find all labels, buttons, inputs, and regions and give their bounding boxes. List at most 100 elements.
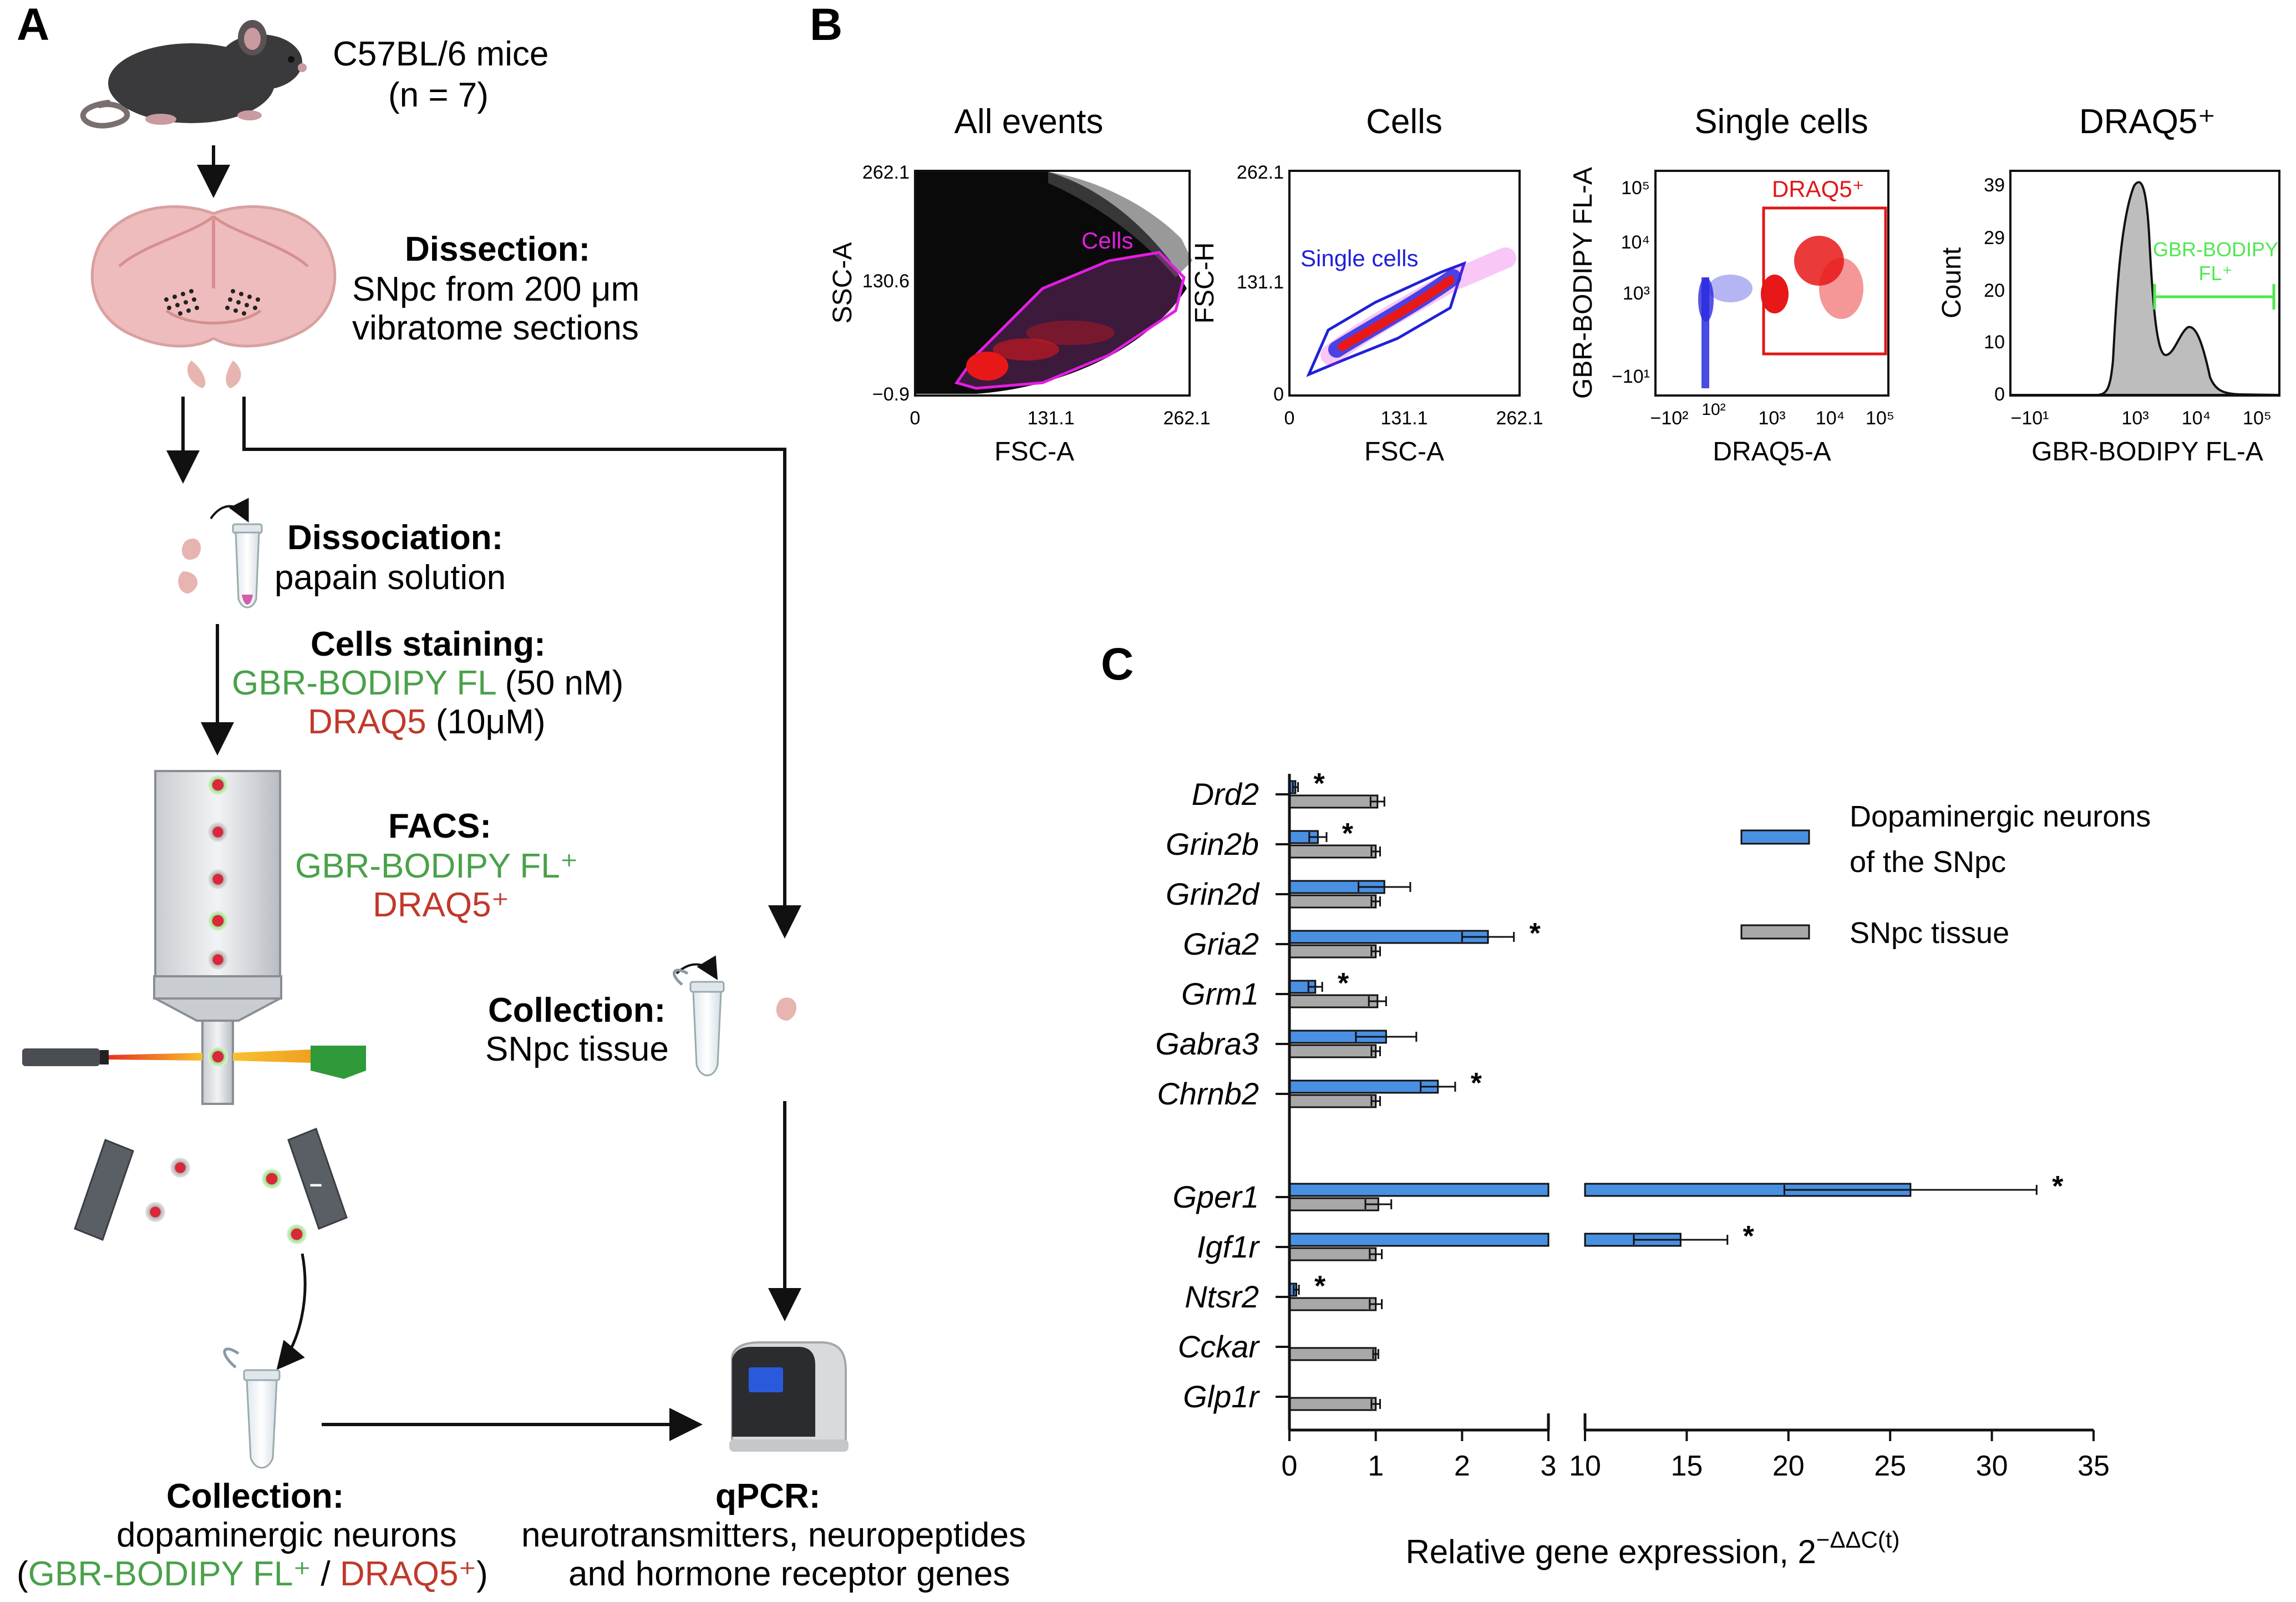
plot4-xtick-3: 10⁴ (2182, 408, 2211, 429)
legend-label-neurons-l2: of the SNpc (1850, 845, 2006, 879)
facs-plot-draq5-histogram: DRAQ5⁺ GBR-BODIPY FL⁺ Count 39 29 20 10 … (1937, 103, 2280, 467)
bar-Chrnb2-s1 (1288, 1094, 1377, 1108)
plot1-ylabel: SSC-A (828, 242, 857, 324)
plot4-ytick-2: 29 (1984, 227, 2005, 249)
xtick-label-20: 20 (1772, 1450, 1805, 1482)
plot3-ytick-2: 10⁴ (1621, 232, 1650, 253)
plot2-xlabel: FSC-A (1364, 437, 1444, 467)
mouse-illustration (80, 20, 307, 129)
bar-Grm1-s1 (1288, 994, 1379, 1008)
significance-Drd2: * (1313, 768, 1325, 800)
panel-b-letter: B (810, 0, 842, 50)
panel-c-letter: C (1101, 639, 1134, 690)
plot4-gate-label-1: GBR-BODIPY (2153, 238, 2278, 261)
plot3-ytick-1: 10⁵ (1621, 178, 1650, 199)
staining-conc1: (50 nM) (495, 664, 623, 702)
plot1-gate-label: Cells (1081, 227, 1133, 254)
coll-neur-l1: dopaminergic neurons (116, 1516, 457, 1554)
deflection-plates (74, 1128, 348, 1244)
plot1-xlabel: FSC-A (994, 437, 1074, 467)
legend-swatch-tissue (1740, 924, 1810, 940)
bar-Grin2b-s1 (1288, 844, 1377, 859)
coll-tissue-title: Collection: (488, 991, 666, 1030)
xtick-label-2: 2 (1454, 1450, 1470, 1482)
plot1-title: All events (954, 103, 1104, 141)
facs-plot-cells: Cells Single cells FSC-H 262.1 131.1 0 0… (1190, 103, 1543, 467)
coll-neur-open: ( (17, 1555, 28, 1593)
qpcr-machine-illustration (729, 1341, 849, 1452)
panel-c: C * * * * * * * * 0 1 2 3 10 15 20 25 30 35 Drd2 Grin2b Gr… (1101, 639, 2151, 1570)
plate-minus-sign: − (309, 1173, 322, 1198)
gene-label-Gria2: Gria2 (1183, 926, 1259, 961)
line-brain-to-tissue-collection (242, 397, 801, 939)
significance-Gria2: * (1530, 917, 1541, 950)
plot4-ylabel: Count (1937, 247, 1967, 318)
plot3-xtick-4: 10⁵ (1866, 408, 1894, 429)
panel-b: B All events Cells SSC-A 262.1 130.6 −0.… (810, 0, 2280, 467)
significance-Gper1: * (2052, 1170, 2064, 1203)
qpcr-l2: and hormone receptor genes (568, 1555, 1010, 1593)
chart-axes: 0 1 2 3 10 15 20 25 30 35 (1276, 774, 2110, 1482)
plot3-xtick-3: 10⁴ (1816, 408, 1845, 429)
plot3-xtick-extra: 10² (1701, 400, 1725, 419)
xtick-label-30: 30 (1976, 1450, 2008, 1482)
xtick-label-0: 0 (1282, 1450, 1298, 1482)
bar-Igf1r-s1 (1288, 1247, 1377, 1261)
xtick-label-10: 10 (1569, 1450, 1601, 1482)
staining-dye2: DRAQ5 (308, 703, 426, 741)
plot4-ytick-4: 10 (1984, 332, 2005, 353)
plot4-ytick-1: 39 (1984, 175, 2005, 196)
plot2-frame (1288, 170, 1521, 397)
facs-l2: DRAQ5⁺ (373, 886, 509, 924)
legend-label-neurons-l1: Dopaminergic neurons (1850, 800, 2151, 833)
coll-neur-dye2: DRAQ5⁺ (340, 1555, 476, 1593)
facs-l1: GBR-BODIPY FL⁺ (295, 847, 578, 885)
xtick-label-3: 3 (1541, 1450, 1557, 1482)
gene-label-Grin2b: Grin2b (1166, 827, 1259, 861)
gene-label-Igf1r: Igf1r (1197, 1229, 1260, 1264)
plot1-red-population (966, 321, 1115, 381)
staining-line1: GBR-BODIPY FL (50 nM) (232, 664, 623, 702)
panel-a-letter: A (17, 0, 49, 50)
plot2-population (1320, 247, 1516, 366)
gene-label-Grm1: Grm1 (1181, 976, 1259, 1011)
staining-dye1: GBR-BODIPY FL (232, 664, 496, 702)
bar-Ntsr2-s1 (1288, 1297, 1377, 1311)
plot3-title: Single cells (1694, 103, 1868, 141)
xtick-label-1: 1 (1368, 1450, 1384, 1482)
plot1-scatter-black (915, 172, 1192, 394)
plot1-ytick-1: 262.1 (862, 162, 910, 183)
xtick-label-25: 25 (1874, 1450, 1906, 1482)
bar-Chrnb2-s0 (1288, 1079, 1439, 1094)
dissection-title: Dissection: (405, 230, 590, 268)
plot2-ylabel: FSC-H (1190, 242, 1220, 324)
gene-label-Drd2: Drd2 (1192, 777, 1259, 812)
plot3-population (1698, 236, 1863, 388)
chart-xlabel-main: Relative gene expression, 2 (1405, 1533, 1816, 1570)
plot4-ytick-3: 20 (1984, 280, 2005, 301)
bar-Grin2d-s1 (1288, 894, 1377, 909)
arrow-sort-to-collection (276, 1253, 307, 1370)
chart-legend: Dopaminergic neurons of the SNpc SNpc tiss… (1740, 800, 2151, 950)
plot1-ytick-3: −0.9 (872, 384, 910, 405)
xtick-label-15: 15 (1670, 1450, 1703, 1482)
mice-title: C57BL/6 mice (333, 35, 548, 73)
significance-Igf1r: * (1743, 1220, 1755, 1253)
gene-expression-chart: * * * * * * * * 0 1 2 3 10 15 20 25 30 35 Drd2 Grin2b Grin… (1155, 768, 2151, 1482)
chart-gene-labels: Drd2 Grin2b Grin2d Gria2 Grm1 Gabra3 Chrnb2 Gpe… (1155, 777, 1260, 1414)
coll-neur-l2: (GBR-BODIPY FL⁺ / DRAQ5⁺) (17, 1555, 488, 1593)
plot4-xlabel: GBR-BODIPY FL-A (2031, 437, 2263, 467)
gene-label-Cckar: Cckar (1178, 1329, 1261, 1364)
plot2-xtick-1: 0 (1284, 408, 1295, 429)
bar-Gria2-s1 (1288, 944, 1377, 959)
plot3-frame (1654, 170, 1889, 397)
staining-conc2: (10μM) (426, 703, 546, 741)
plate-plus-sign: + (125, 1185, 138, 1210)
plot2-title: Cells (1366, 103, 1442, 141)
plot2-ytick-1: 262.1 (1237, 162, 1284, 183)
qpcr-l1: neurotransmitters, neuropeptides (521, 1516, 1026, 1554)
plot1-ytick-2: 130.6 (862, 271, 910, 292)
gene-label-Glp1r: Glp1r (1183, 1379, 1260, 1414)
